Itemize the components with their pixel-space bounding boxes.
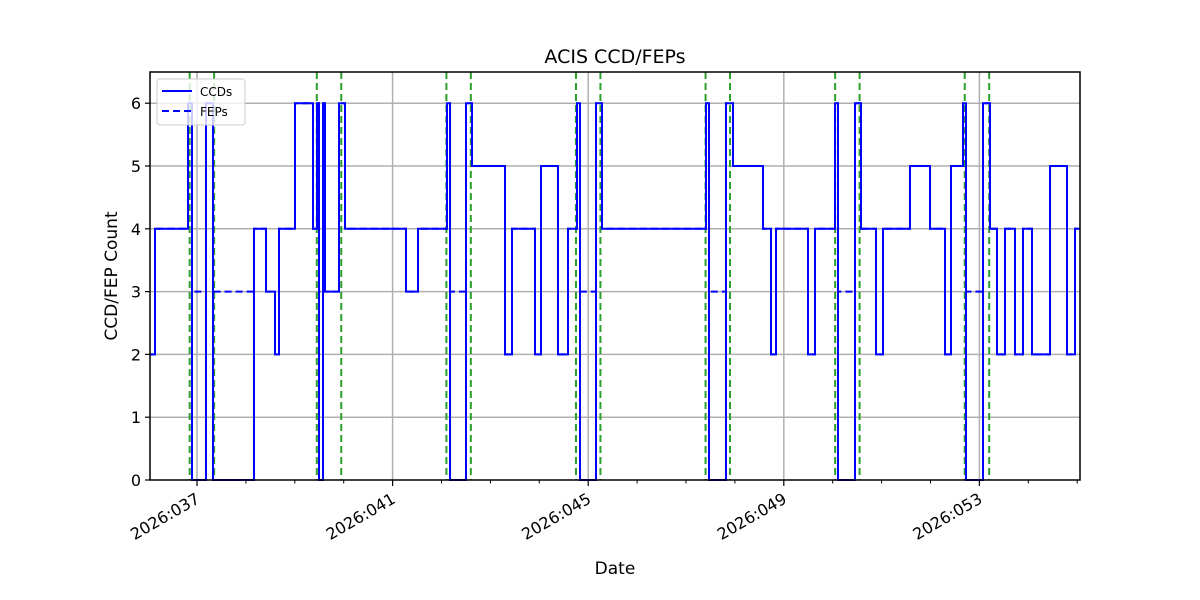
x-axis-label: Date — [595, 559, 636, 579]
plot-frame — [149, 71, 1081, 481]
chart-title: ACIS CCD/FEPs — [544, 46, 685, 68]
y-tick-label: 6 — [131, 94, 141, 113]
x-tick-label: 2026:049 — [714, 489, 790, 544]
y-axis: 0 1 2 3 4 5 6 — [131, 94, 150, 490]
y-tick-label: 5 — [131, 157, 141, 176]
x-tick-label: 2026:041 — [323, 489, 399, 544]
y-tick-label: 4 — [131, 220, 141, 239]
x-axis: 2026:037 2026:041 2026:045 2026:049 2026:053 — [127, 480, 1078, 544]
ccds-series — [150, 102, 1080, 481]
legend-ccds-label: CCDs — [200, 85, 232, 99]
y-tick-label: 2 — [131, 345, 141, 364]
legend-feps-label: FEPs — [200, 105, 228, 119]
grid-lines — [150, 72, 1080, 480]
x-tick-label: 2026:053 — [910, 489, 986, 544]
y-tick-label: 1 — [131, 408, 141, 427]
legend: CCDs FEPs — [156, 78, 246, 126]
y-tick-label: 3 — [131, 283, 141, 302]
y-tick-label: 0 — [131, 471, 141, 490]
y-axis-label: CCD/FEP Count — [102, 211, 122, 341]
x-tick-label: 2026:037 — [127, 489, 203, 544]
x-tick-label: 2026:045 — [518, 489, 594, 544]
event-markers — [188, 72, 991, 480]
